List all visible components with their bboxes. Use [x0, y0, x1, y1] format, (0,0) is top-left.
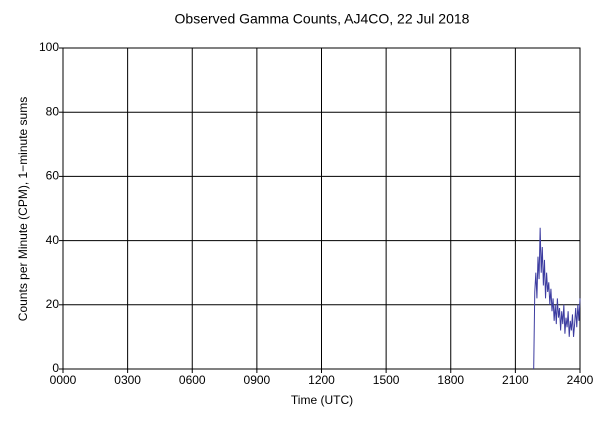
y-tick-label: 0 [52, 361, 59, 375]
x-tick-label: 1200 [308, 373, 335, 387]
y-tick-label: 60 [46, 169, 60, 183]
y-tick-label: 20 [46, 297, 60, 311]
x-tick-label: 2400 [567, 373, 594, 387]
y-tick-label: 40 [46, 233, 60, 247]
x-tick-label: 0300 [114, 373, 141, 387]
x-tick-label: 1500 [373, 373, 400, 387]
data-line [533, 227, 581, 370]
plot-frame [62, 47, 581, 370]
x-axis-label: Time (UTC) [291, 393, 353, 407]
x-tick-label: 2100 [502, 373, 529, 387]
x-tick-label: 0900 [244, 373, 271, 387]
x-tick-label: 0000 [50, 373, 77, 387]
chart-title: Observed Gamma Counts, AJ4CO, 22 Jul 201… [175, 11, 470, 27]
y-tick-label: 80 [46, 104, 60, 118]
x-tick-label: 1800 [437, 373, 464, 387]
x-tick-label: 0600 [179, 373, 206, 387]
y-tick-label: 100 [39, 40, 59, 54]
y-axis-label: Counts per Minute (CPM), 1−minute sums [16, 97, 30, 321]
